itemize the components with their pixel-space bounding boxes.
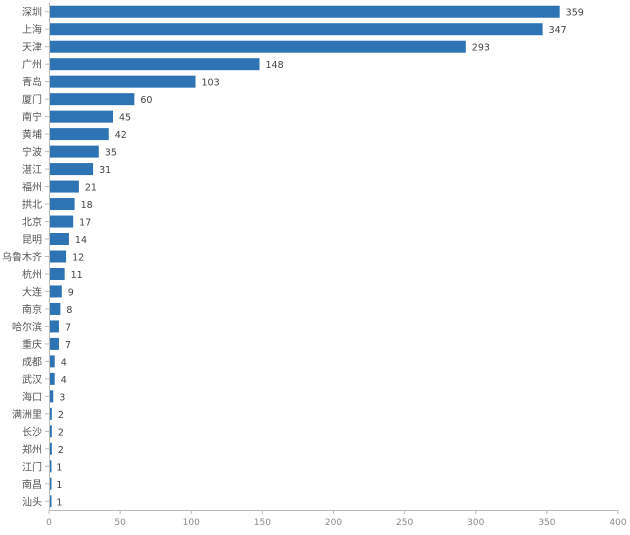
data-label: 8 — [66, 305, 72, 316]
category-label: 南宁 — [22, 111, 42, 124]
data-label: 18 — [81, 200, 93, 211]
bar — [50, 285, 62, 298]
x-tick-label: 150 — [254, 518, 271, 528]
data-label: 3 — [59, 392, 65, 403]
category-label: 江门 — [22, 460, 42, 473]
data-label: 42 — [115, 130, 127, 141]
bar — [50, 302, 61, 315]
bar — [50, 407, 52, 420]
data-label: 11 — [71, 270, 83, 281]
bar — [50, 128, 109, 141]
bar — [50, 477, 52, 490]
category-label: 深圳 — [22, 7, 42, 19]
bar — [50, 75, 196, 88]
data-label: 12 — [72, 253, 84, 264]
data-label: 45 — [119, 113, 131, 124]
x-tick-label: 200 — [325, 518, 342, 528]
data-label: 1 — [56, 480, 62, 491]
data-label: 17 — [79, 218, 91, 229]
bar — [50, 180, 79, 193]
data-label: 1 — [56, 462, 62, 473]
bar — [50, 355, 55, 368]
data-label: 60 — [140, 95, 152, 106]
bar — [50, 250, 67, 263]
bar — [50, 58, 260, 71]
x-tick-label: 250 — [396, 518, 413, 528]
bar — [50, 5, 560, 18]
data-label: 14 — [75, 235, 87, 246]
data-label: 35 — [105, 148, 117, 159]
bar — [50, 23, 543, 36]
x-tick-label: 0 — [46, 518, 52, 528]
category-label: 满洲里 — [12, 409, 42, 421]
bar — [50, 145, 99, 158]
bar — [50, 425, 52, 438]
bar — [50, 110, 114, 123]
category-label: 哈尔滨 — [12, 320, 42, 333]
category-label: 黄埔 — [22, 128, 42, 141]
category-label: 杭州 — [22, 268, 42, 281]
data-label: 2 — [58, 445, 64, 456]
bar — [50, 320, 59, 333]
category-label: 湛江 — [22, 164, 42, 176]
bar — [50, 390, 54, 403]
data-label: 4 — [61, 357, 67, 368]
data-label: 31 — [99, 165, 111, 176]
data-label: 293 — [472, 43, 490, 54]
category-label: 昆明 — [22, 234, 42, 246]
category-label: 成都 — [22, 356, 42, 368]
category-label: 郑州 — [22, 443, 42, 456]
x-tick-label: 50 — [114, 518, 126, 528]
bar — [50, 337, 59, 350]
bar — [50, 495, 52, 508]
data-label: 1 — [56, 497, 62, 508]
category-label: 宁波 — [22, 146, 42, 159]
category-label: 长沙 — [22, 426, 42, 438]
category-label: 上海 — [22, 23, 42, 36]
category-label: 广州 — [22, 59, 42, 71]
category-label: 厦门 — [22, 93, 42, 106]
x-tick-label: 400 — [609, 518, 626, 528]
bar — [50, 215, 74, 228]
data-label: 103 — [202, 78, 220, 89]
category-label: 大连 — [22, 285, 42, 298]
data-label: 7 — [65, 340, 71, 351]
category-label: 武汉 — [22, 373, 42, 386]
data-label: 148 — [266, 60, 284, 71]
data-label: 347 — [549, 25, 567, 36]
bar — [50, 93, 135, 106]
category-label: 乌鲁木齐 — [2, 251, 42, 264]
category-label: 福州 — [22, 181, 42, 194]
data-label: 9 — [68, 287, 74, 298]
bar — [50, 198, 75, 211]
data-label: 2 — [58, 410, 64, 421]
category-label: 南昌 — [22, 478, 42, 491]
category-label: 天津 — [22, 42, 42, 54]
x-tick-label: 300 — [467, 518, 484, 528]
data-label: 4 — [61, 375, 67, 386]
category-label: 汕头 — [22, 496, 42, 508]
data-label: 7 — [65, 322, 71, 333]
category-label: 青岛 — [22, 76, 42, 89]
x-tick-label: 350 — [538, 518, 555, 528]
category-label: 北京 — [22, 216, 42, 229]
category-label: 海口 — [22, 390, 42, 403]
bar — [50, 372, 55, 385]
x-tick-label: 100 — [183, 518, 200, 528]
bar — [50, 267, 65, 280]
data-label: 21 — [85, 183, 97, 194]
category-label: 重庆 — [22, 338, 42, 351]
data-label: 2 — [58, 427, 64, 438]
bar — [50, 40, 466, 53]
data-label: 359 — [566, 8, 584, 19]
category-label: 拱北 — [22, 198, 42, 211]
bar — [50, 442, 52, 455]
bar — [50, 233, 69, 246]
bar — [50, 460, 52, 473]
bar — [50, 163, 94, 176]
category-label: 南京 — [22, 303, 42, 316]
